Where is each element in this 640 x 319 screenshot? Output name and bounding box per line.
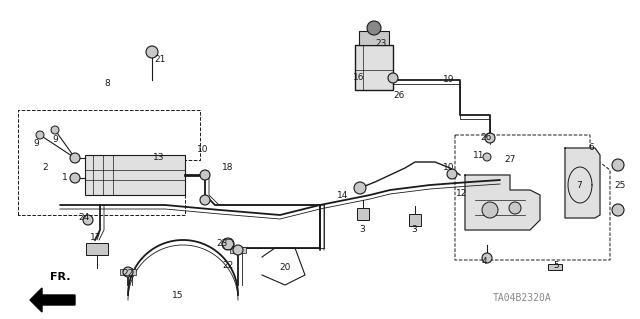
Polygon shape (30, 288, 75, 312)
Text: 20: 20 (279, 263, 291, 271)
Bar (548, 264, 562, 270)
Text: 9: 9 (33, 138, 39, 147)
Text: 15: 15 (172, 292, 184, 300)
Circle shape (483, 153, 491, 161)
Text: 23: 23 (216, 240, 228, 249)
Text: 7: 7 (576, 181, 582, 189)
Text: 22: 22 (122, 270, 134, 278)
Text: 19: 19 (444, 76, 455, 85)
Circle shape (482, 202, 498, 218)
Text: 26: 26 (394, 92, 404, 100)
Circle shape (83, 215, 93, 225)
Text: 9: 9 (52, 136, 58, 145)
Text: 2: 2 (42, 164, 48, 173)
Text: 10: 10 (197, 145, 209, 154)
Bar (355, 45, 393, 90)
Text: 14: 14 (337, 191, 349, 201)
Bar (230, 247, 246, 253)
Circle shape (233, 245, 243, 255)
Text: 26: 26 (480, 133, 492, 143)
Text: FR.: FR. (50, 272, 70, 282)
Circle shape (200, 195, 210, 205)
Text: 24: 24 (78, 213, 90, 222)
Circle shape (482, 253, 492, 263)
Polygon shape (565, 148, 600, 218)
Bar (86, 243, 108, 255)
Circle shape (70, 173, 80, 183)
Text: 12: 12 (456, 189, 468, 197)
Circle shape (146, 46, 158, 58)
Circle shape (388, 73, 398, 83)
Text: 18: 18 (222, 162, 234, 172)
Circle shape (123, 267, 133, 277)
Circle shape (447, 169, 457, 179)
Text: TA04B2320A: TA04B2320A (493, 293, 552, 303)
Circle shape (222, 238, 234, 250)
Circle shape (354, 182, 366, 194)
Bar (120, 269, 136, 275)
Circle shape (509, 202, 521, 214)
Bar (409, 214, 421, 226)
Circle shape (612, 204, 624, 216)
Text: 1: 1 (62, 174, 68, 182)
Bar (85, 155, 185, 195)
Text: 22: 22 (222, 261, 234, 270)
Text: 3: 3 (411, 226, 417, 234)
Circle shape (200, 170, 210, 180)
Circle shape (51, 126, 59, 134)
Circle shape (367, 21, 381, 35)
Text: 21: 21 (154, 56, 166, 64)
Text: 10: 10 (444, 164, 455, 173)
Text: 25: 25 (614, 182, 626, 190)
Bar (357, 208, 369, 220)
Text: 8: 8 (104, 78, 110, 87)
Circle shape (485, 133, 495, 143)
Circle shape (612, 159, 624, 171)
Text: 11: 11 (473, 151, 484, 160)
Text: 17: 17 (90, 234, 102, 242)
Text: 23: 23 (375, 40, 387, 48)
Text: 5: 5 (553, 261, 559, 270)
Bar (359, 31, 389, 45)
Circle shape (70, 153, 80, 163)
Text: 13: 13 (153, 153, 164, 162)
Text: 16: 16 (353, 72, 365, 81)
Circle shape (36, 131, 44, 139)
Text: 4: 4 (481, 256, 487, 265)
Text: 6: 6 (588, 144, 594, 152)
Polygon shape (465, 175, 540, 230)
Text: 27: 27 (504, 155, 516, 165)
Text: 3: 3 (359, 226, 365, 234)
